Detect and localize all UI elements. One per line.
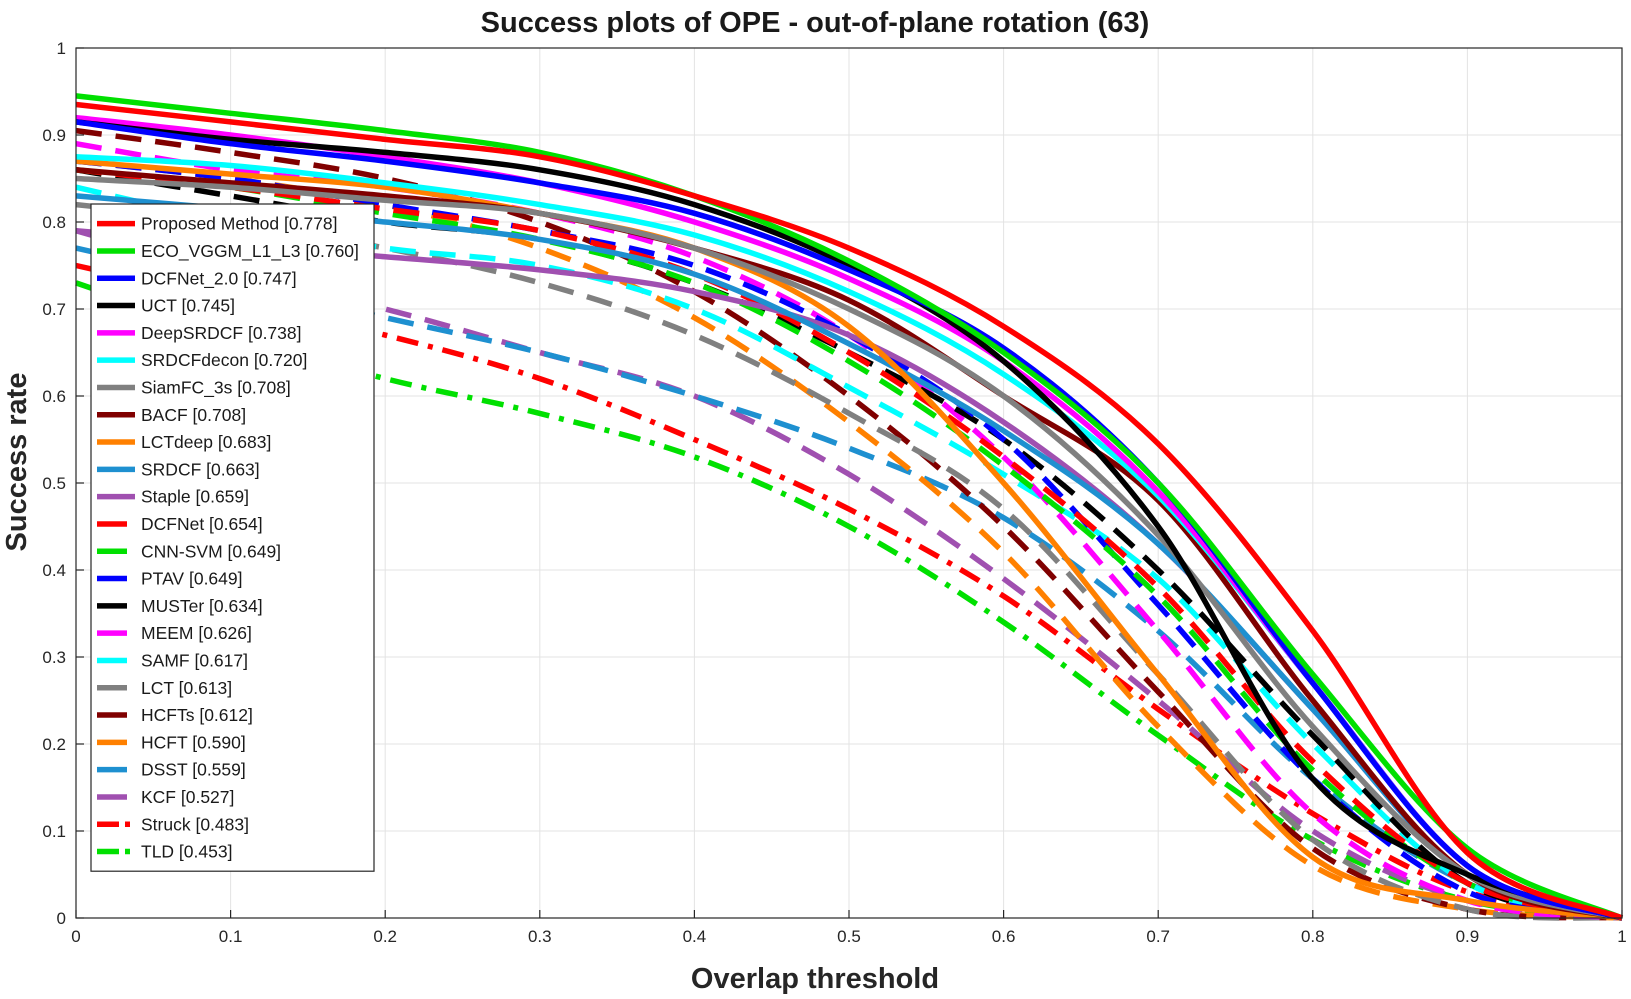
legend-label: Struck [0.483] (141, 814, 249, 834)
legend-label: MEEM [0.626] (141, 623, 252, 643)
y-tick-label: 0.3 (42, 648, 66, 667)
legend-label: HCFT [0.590] (141, 732, 246, 752)
series-line-18 (75, 127, 1623, 921)
x-tick-label: 0.6 (992, 927, 1016, 946)
y-tick-label: 0.2 (42, 735, 66, 754)
legend-label: CNN-SVM [0.649] (141, 541, 281, 561)
legend-label: SiamFC_3s [0.708] (141, 377, 291, 398)
x-axis-label: Overlap threshold (691, 963, 939, 995)
x-tick-label: 0.2 (373, 927, 397, 946)
legend-label: Staple [0.659] (141, 487, 249, 507)
legend-label: DCFNet [0.654] (141, 514, 263, 534)
x-tick-label: 0.3 (528, 927, 552, 946)
x-tick-label: 0.5 (837, 927, 861, 946)
legend-label: KCF [0.527] (141, 787, 234, 807)
x-tick-label: 1 (1617, 927, 1626, 946)
x-tick-label: 0.9 (1456, 927, 1480, 946)
legend-label: LCTdeep [0.683] (141, 432, 271, 452)
series-line-0 (75, 101, 1624, 921)
chart-title: Success plots of OPE - out-of-plane rota… (481, 7, 1150, 39)
legend: Proposed Method [0.778] ECO_VGGM_L1_L3 [0… (90, 203, 375, 872)
legend-label: SRDCFdecon [0.720] (141, 350, 307, 370)
series-line-20 (75, 245, 1623, 921)
y-axis-label: Success rate (1, 373, 33, 552)
y-tick-label: 0.8 (42, 213, 66, 232)
legend-label: TLD [0.453] (141, 842, 232, 862)
series-line-1 (75, 93, 1624, 921)
legend-label: ECO_VGGM_L1_L3 [0.760] (141, 241, 359, 262)
legend-label: DSST [0.559] (141, 760, 246, 780)
legend-label: LCT [0.613] (141, 678, 232, 698)
legend-label: PTAV [0.649] (141, 569, 243, 589)
legend-label: DeepSRDCF [0.738] (141, 323, 302, 343)
y-tick-label: 0.4 (42, 561, 66, 580)
legend-label: MUSTer [0.634] (141, 596, 263, 616)
series-line-2 (75, 119, 1623, 921)
series-line-7 (75, 167, 1623, 921)
y-tick-label: 1 (57, 39, 66, 58)
tick-labels: 0 0.1 0.2 0.3 0.4 0.5 0.6 0.7 0.8 0.9 1 0 0.1 0.2 0.3 0… (42, 39, 1626, 946)
y-tick-label: 0.6 (42, 387, 66, 406)
legend-label: HCFTs [0.612] (141, 705, 253, 725)
legend-label: SAMF [0.617] (141, 650, 248, 670)
y-tick-label: 0.9 (42, 126, 66, 145)
axes (75, 47, 1623, 919)
legend-label: Proposed Method [0.778] (141, 214, 338, 234)
x-tick-label: 0 (71, 927, 80, 946)
series-line-8 (75, 158, 1623, 921)
plot-frame (75, 47, 1623, 919)
legend-label: SRDCF [0.663] (141, 459, 260, 479)
series-line-22 (75, 262, 1623, 921)
x-tick-label: 0.1 (219, 927, 243, 946)
y-tick-label: 0.7 (42, 300, 66, 319)
legend-label: DCFNet_2.0 [0.747] (141, 268, 297, 289)
y-tick-label: 0.5 (42, 474, 66, 493)
legend-label: BACF [0.708] (141, 405, 246, 425)
legend-label: UCT [0.745] (141, 296, 235, 316)
x-tick-label: 0.4 (683, 927, 707, 946)
x-tick-label: 0.7 (1146, 927, 1170, 946)
series-line-6 (75, 175, 1623, 921)
y-tick-label: 0.1 (42, 822, 66, 841)
x-tick-label: 0.8 (1301, 927, 1325, 946)
legend-box (90, 203, 375, 872)
y-tick-label: 0 (57, 909, 66, 928)
